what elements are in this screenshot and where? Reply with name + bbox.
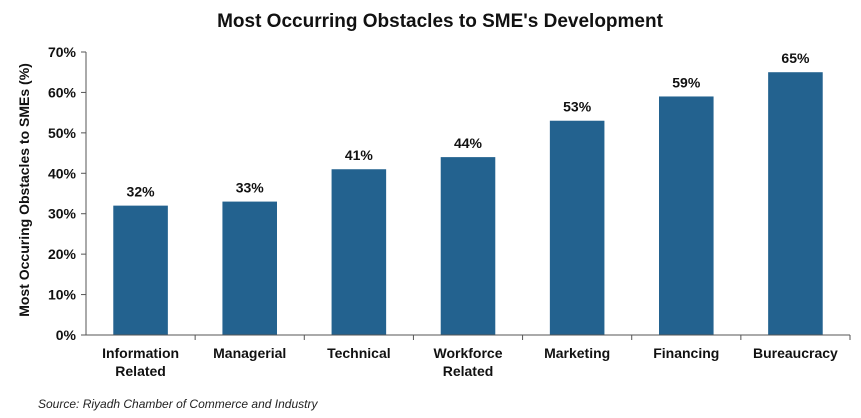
- bar-value-label: 65%: [781, 50, 810, 66]
- x-tick-label: Marketing: [544, 345, 610, 361]
- x-tick-label: Technical: [327, 345, 391, 361]
- x-tick-label-line: Bureaucracy: [753, 345, 838, 361]
- bar-value-label: 33%: [236, 180, 265, 196]
- x-tick-label-line: Marketing: [544, 345, 610, 361]
- bars: 32% 33% 41% 44% 53% 59% 65%: [113, 50, 823, 335]
- bar-value-label: 44%: [454, 135, 483, 151]
- bar: [659, 96, 714, 335]
- chart-title: Most Occurring Obstacles to SME's Develo…: [217, 11, 664, 32]
- y-axis-label: Most Occuring Obstacles to SMEs (%): [16, 63, 32, 317]
- bar: [222, 201, 277, 335]
- bar: [549, 120, 605, 335]
- y-tick-label: 10%: [48, 287, 77, 303]
- bar: [768, 72, 823, 335]
- x-tick-label-line: Managerial: [213, 345, 286, 361]
- source-note: Source: Riyadh Chamber of Commerce and I…: [38, 397, 318, 411]
- bar: [113, 205, 168, 335]
- x-tick-label-line: Information: [102, 345, 179, 361]
- y-tick-label: 60%: [48, 84, 77, 100]
- x-tick-label: Workforce Related: [434, 345, 503, 379]
- x-tick-label-line: Related: [443, 363, 494, 379]
- y-tick-label: 70%: [48, 44, 77, 60]
- bar: [440, 157, 496, 335]
- x-tick-label: Bureaucracy: [753, 345, 838, 361]
- x-tick-label-line: Technical: [327, 345, 391, 361]
- y-axis: 0% 10% 20% 30% 40% 50% 60% 70%: [48, 44, 87, 343]
- bar-value-label: 32%: [127, 184, 156, 200]
- x-tick-label: Financing: [653, 345, 719, 361]
- y-tick-label: 0%: [56, 327, 77, 343]
- x-tick-label: Managerial: [213, 345, 286, 361]
- bar: [331, 169, 387, 335]
- bar-value-label: 59%: [672, 74, 701, 90]
- y-tick-label: 40%: [48, 165, 77, 181]
- x-tick-label-line: Workforce: [434, 345, 503, 361]
- y-tick-label: 50%: [48, 125, 77, 141]
- bar-value-label: 53%: [563, 99, 592, 115]
- x-tick-label-line: Financing: [653, 345, 719, 361]
- x-tick-label-line: Related: [115, 363, 166, 379]
- y-tick-label: 30%: [48, 206, 77, 222]
- x-axis: Information Related Managerial Technical Wor…: [86, 334, 851, 379]
- bar-value-label: 41%: [345, 147, 374, 163]
- x-tick-label: Information Related: [102, 345, 179, 379]
- y-tick-label: 20%: [48, 246, 77, 262]
